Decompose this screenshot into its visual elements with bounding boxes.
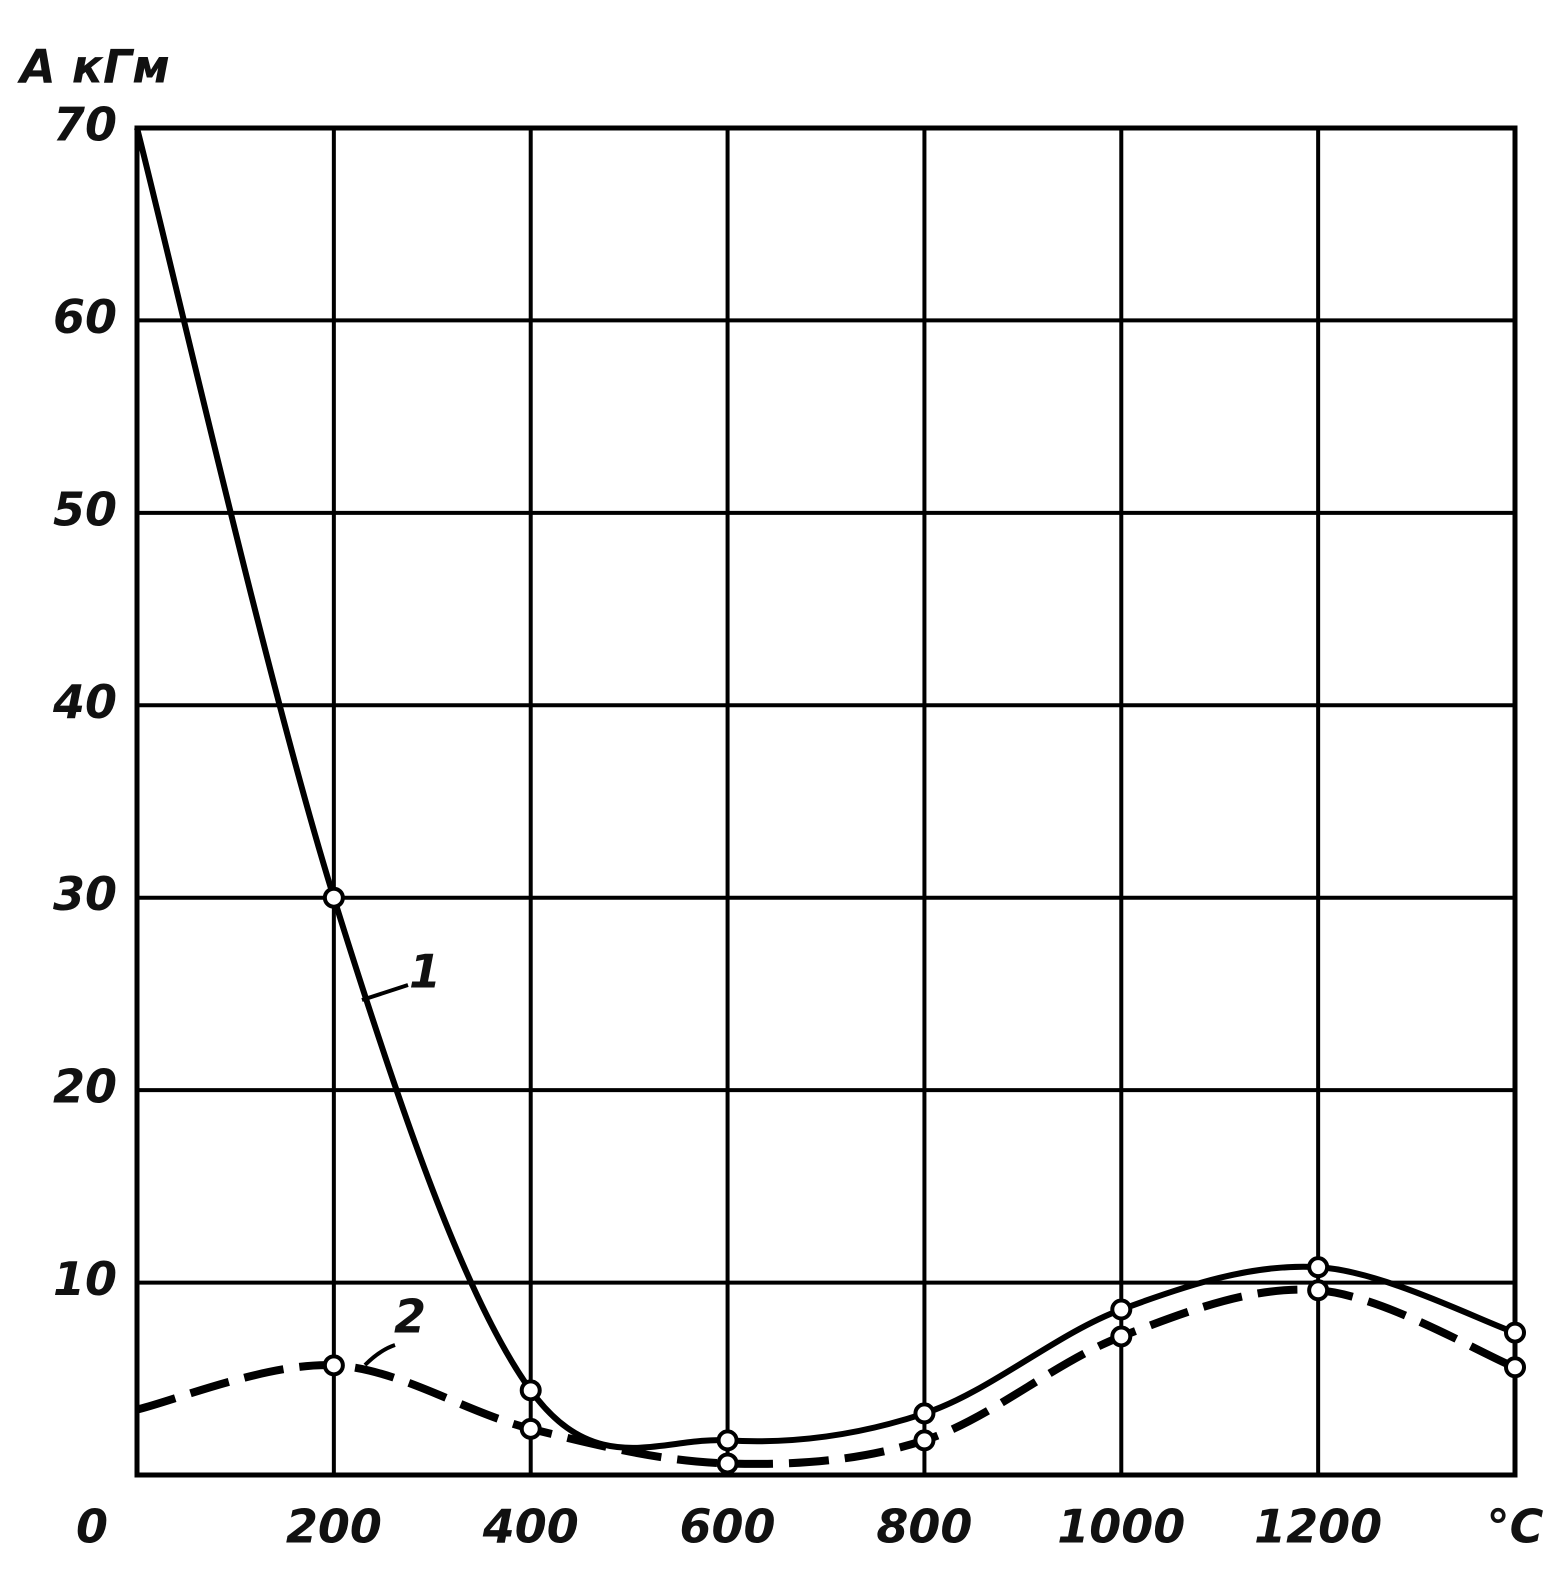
x-tick-label: °C bbox=[1487, 1500, 1544, 1554]
data-point bbox=[716, 1452, 739, 1475]
data-point bbox=[322, 1354, 345, 1377]
x-tick-label: 1200 bbox=[1254, 1500, 1382, 1554]
data-point bbox=[716, 1429, 739, 1452]
x-tick-label: 1000 bbox=[1057, 1500, 1185, 1554]
data-point bbox=[1307, 1279, 1330, 1302]
data-point bbox=[1307, 1256, 1330, 1279]
data-point bbox=[1110, 1298, 1133, 1321]
x-tick-label: 0 bbox=[76, 1500, 108, 1554]
y-tick-label: 40 bbox=[52, 675, 117, 729]
y-tick-label: 60 bbox=[53, 290, 117, 344]
y-tick-label: 10 bbox=[53, 1252, 117, 1306]
plot-frame bbox=[134, 125, 1518, 1478]
data-point bbox=[519, 1417, 542, 1440]
y-tick-label: 30 bbox=[53, 867, 117, 921]
y-axis-label: A кГм bbox=[17, 40, 170, 94]
y-tick-label: 70 bbox=[53, 98, 117, 152]
data-point bbox=[913, 1402, 936, 1425]
series-line bbox=[134, 127, 1516, 1451]
y-tick-label: 20 bbox=[53, 1060, 117, 1114]
data-point bbox=[913, 1429, 936, 1452]
leader-line bbox=[363, 1343, 396, 1367]
x-tick-label: 200 bbox=[286, 1500, 382, 1554]
series-label: 2 bbox=[394, 1290, 426, 1344]
data-point bbox=[1504, 1321, 1526, 1344]
x-tick-label: 400 bbox=[482, 1500, 579, 1554]
series-label: 1 bbox=[409, 945, 441, 999]
data-point bbox=[1504, 1356, 1526, 1379]
leader-line bbox=[361, 983, 409, 1002]
x-tick-label: 600 bbox=[680, 1500, 776, 1554]
y-tick-label: 50 bbox=[53, 482, 117, 536]
data-point bbox=[1110, 1325, 1133, 1348]
series-line bbox=[136, 1285, 1517, 1468]
data-point bbox=[519, 1379, 542, 1402]
data-point bbox=[322, 886, 345, 909]
x-tick-label: 800 bbox=[876, 1500, 972, 1554]
